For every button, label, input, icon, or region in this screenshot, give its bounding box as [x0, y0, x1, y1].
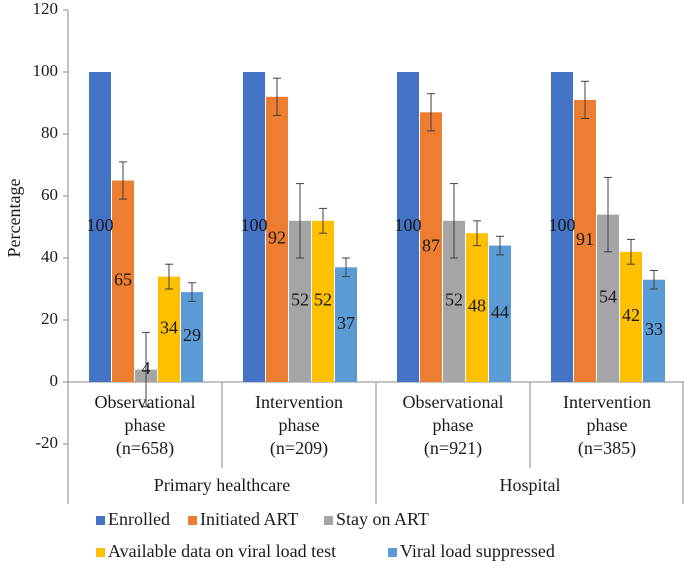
category-label: (n=658) [116, 438, 174, 459]
y-tick-label: 20 [41, 309, 58, 328]
group-label: Hospital [500, 475, 561, 495]
category-label: phase [279, 415, 320, 435]
data-label: 52 [445, 290, 463, 310]
legend-item[interactable]: Enrolled [96, 509, 170, 529]
legend-item[interactable]: Viral load suppressed [388, 541, 555, 561]
category-label: Observational [95, 392, 196, 412]
data-label: 44 [491, 302, 509, 322]
bar-initiated-art [112, 180, 134, 382]
bar-enrolled [397, 72, 419, 382]
bar-available-data-on-viral-load-test [620, 251, 642, 382]
data-label: 33 [645, 319, 663, 339]
data-label: 37 [337, 313, 355, 333]
legend-item[interactable]: Initiated ART [188, 509, 298, 529]
data-label: 48 [468, 296, 486, 316]
y-tick-label: 60 [41, 185, 58, 204]
legend-label: Stay on ART [336, 509, 429, 529]
y-tick-label: 120 [33, 0, 59, 18]
data-label: 100 [87, 215, 114, 235]
legend-label: Initiated ART [200, 509, 298, 529]
bar-enrolled [551, 72, 573, 382]
bar-available-data-on-viral-load-test [158, 276, 180, 382]
y-tick-label: -20 [35, 433, 58, 452]
data-label: 87 [422, 235, 440, 255]
data-label: 52 [314, 290, 332, 310]
legend-label: Available data on viral load test [108, 541, 336, 561]
category-label: (n=921) [424, 438, 482, 459]
data-label: 29 [183, 325, 201, 345]
bars [89, 72, 665, 383]
bar-available-data-on-viral-load-test [466, 233, 488, 382]
category-label: phase [433, 415, 474, 435]
data-label: 4 [142, 358, 151, 378]
category-label: phase [587, 415, 628, 435]
legend-swatch [324, 516, 333, 525]
y-tick-label: 0 [50, 371, 59, 390]
category-label: Intervention [255, 392, 343, 412]
bar-stay-on-art [443, 220, 465, 382]
data-label: 100 [549, 215, 576, 235]
legend-swatch [96, 516, 105, 525]
legend-item[interactable]: Available data on viral load test [96, 541, 336, 561]
y-tick-label: 40 [41, 247, 58, 266]
group-label: Primary healthcare [154, 475, 290, 495]
category-labels: Observational phase (n=658) Intervention pha… [95, 392, 651, 495]
category-label: Intervention [563, 392, 651, 412]
y-axis-label: Percentage [4, 179, 24, 258]
bar-viral-load-suppressed [643, 279, 665, 382]
bar-stay-on-art [597, 214, 619, 382]
legend-swatch [388, 548, 397, 557]
y-tick-label: 80 [41, 123, 58, 142]
data-label: 91 [576, 229, 594, 249]
category-label: (n=209) [270, 438, 328, 459]
legend-swatch [188, 516, 197, 525]
data-label: 100 [395, 215, 422, 235]
bar-enrolled [243, 72, 265, 382]
bar-viral-load-suppressed [181, 292, 203, 382]
data-label: 42 [622, 305, 640, 325]
data-label: 54 [599, 286, 617, 306]
data-label: 34 [160, 317, 178, 337]
data-label: 65 [114, 269, 132, 289]
category-label: Observational [403, 392, 504, 412]
category-label: (n=385) [578, 438, 636, 459]
legend-item[interactable]: Stay on ART [324, 509, 429, 529]
bar-stay-on-art [289, 220, 311, 382]
data-label: 100 [241, 215, 268, 235]
error-bars [119, 77, 658, 408]
legend-label: Enrolled [108, 509, 170, 529]
bar-viral-load-suppressed [489, 245, 511, 382]
bar-initiated-art [420, 112, 442, 383]
y-tick-label: 100 [33, 61, 59, 80]
category-label: phase [125, 415, 166, 435]
data-label: 92 [268, 228, 286, 248]
bar-initiated-art [266, 96, 288, 383]
bar-initiated-art [574, 99, 596, 383]
legend-swatch [96, 548, 105, 557]
bar-available-data-on-viral-load-test [312, 220, 334, 382]
data-label: 52 [291, 290, 309, 310]
bar-viral-load-suppressed [335, 267, 357, 382]
legend-label: Viral load suppressed [400, 541, 555, 561]
bar-enrolled [89, 72, 111, 382]
legend[interactable]: Enrolled Initiated ART Stay on ARTAvailabl… [96, 509, 555, 561]
